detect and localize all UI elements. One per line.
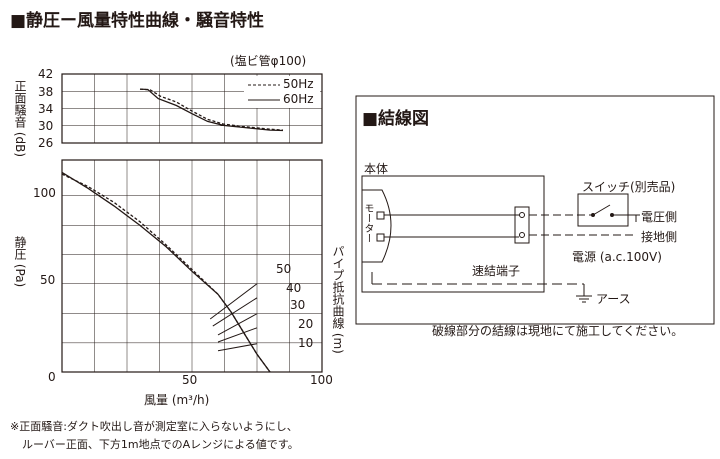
pressure-series-60hz <box>61 171 271 373</box>
footnote-line2: ルーバー正面、下方1m地点でのAレンジによる値です。 <box>22 438 299 451</box>
wiring-title: ■結線図 <box>362 109 430 129</box>
pressure-ytick-50: 50 <box>40 273 56 287</box>
pressure-chart-frame <box>61 159 323 373</box>
motor-label: モーター <box>362 203 373 243</box>
pressure-series-10 <box>217 343 258 352</box>
noise-chart-frame <box>61 73 323 144</box>
noise-ytick-42: 42 <box>38 67 54 81</box>
terminal-block <box>514 206 530 244</box>
switch-label: スイッチ(別売品) <box>582 180 676 194</box>
resistance-label-30: 30 <box>290 298 306 312</box>
pressure-series-20 <box>217 327 258 343</box>
noise-series-50hz <box>139 88 284 131</box>
noise-ylabel: 正面騒音 (dB) <box>13 80 27 158</box>
noise-ytick-30: 30 <box>38 119 54 133</box>
voltage-side-label: 電圧側 <box>641 210 678 224</box>
noise-legend-box <box>244 76 320 108</box>
switch-box <box>577 193 629 227</box>
resistance-label-20: 20 <box>298 317 314 331</box>
wiring-note: 破線部分の結線は現地にて施工してください。 <box>432 324 684 338</box>
body-label: 本体 <box>364 162 389 176</box>
power-label: 電源 (a.c.100V) <box>572 250 662 264</box>
pressure-ytick-0: 0 <box>48 370 56 384</box>
terminal-label: 速結端子 <box>472 264 521 278</box>
pressure-chart-grid <box>62 160 322 372</box>
pressure-chart-lines <box>61 171 271 373</box>
pressure-ytick-100: 100 <box>33 186 56 200</box>
earth-label: アース <box>596 292 631 306</box>
footnote-line1: ※正面騒音:ダクト吹出し音が測定室に入らないようにし、 <box>10 420 298 433</box>
chart-title: ■静圧ー風量特性曲線・騒音特性 <box>10 11 265 31</box>
noise-chart-lines <box>139 88 284 132</box>
resistance-axis-label: パイプ抵抗曲線 (m) <box>331 245 345 354</box>
resistance-label-40: 40 <box>286 281 302 295</box>
wiring-frame <box>355 95 715 325</box>
pressure-series-50hz <box>61 173 271 373</box>
legend-50hz-label: 50Hz <box>283 77 314 91</box>
legend-60hz-label: 60Hz <box>283 92 314 106</box>
noise-ytick-34: 34 <box>38 102 54 116</box>
ground-side-label: 接地側 <box>641 230 678 244</box>
noise-series-60hz <box>139 88 284 132</box>
motor-shape <box>361 189 392 263</box>
pressure-series-30 <box>217 313 258 336</box>
pressure-series-50 <box>209 283 258 320</box>
pipe-note: (塩ビ管φ100) <box>230 54 307 68</box>
pressure-series-40 <box>212 297 258 327</box>
pressure-xtick-50: 50 <box>182 373 198 387</box>
noise-ytick-26: 26 <box>38 136 54 150</box>
resistance-label-50: 50 <box>276 262 292 276</box>
pressure-xtick-100: 100 <box>310 373 333 387</box>
wiring-diagram <box>355 95 715 325</box>
pressure-xlabel: 風量 (m³/h) <box>144 393 210 407</box>
pressure-ylabel: 静圧 (Pa) <box>13 236 27 288</box>
resistance-label-10: 10 <box>298 336 314 350</box>
noise-ytick-38: 38 <box>38 85 54 99</box>
